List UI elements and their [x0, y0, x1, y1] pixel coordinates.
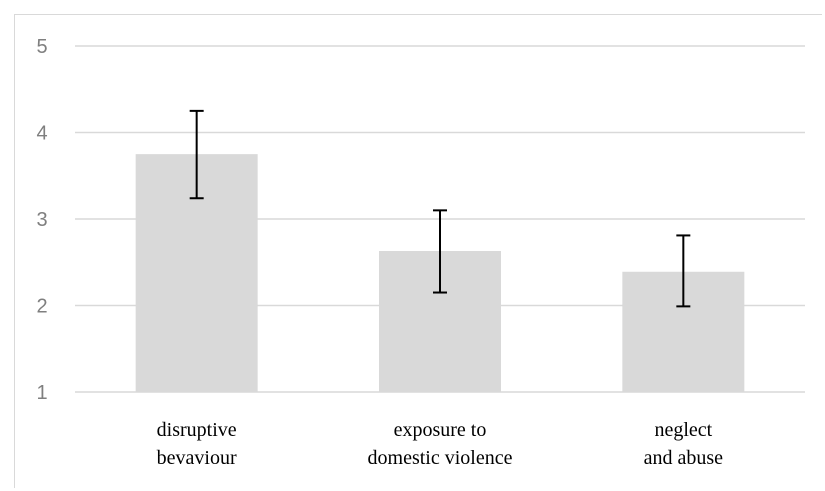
y-tick-label-1: 1 — [36, 382, 47, 404]
category-label-0: disruptive bevaviour — [157, 419, 237, 469]
y-tick-label-3: 3 — [36, 209, 47, 231]
y-tick-label-5: 5 — [36, 36, 47, 58]
y-axis-tick-labels: 1 2 3 4 5 — [36, 36, 47, 404]
error-bar-1 — [433, 209, 447, 294]
y-tick-label-2: 2 — [36, 296, 47, 318]
error-bar-2 — [676, 234, 691, 308]
category-label-2: neglect and abuse — [644, 419, 724, 469]
error-bar-0 — [189, 109, 204, 200]
x-axis-category-labels: disruptive bevaviour exposure to domestic v… — [157, 419, 723, 469]
y-tick-label-4: 4 — [36, 123, 47, 145]
error-bars — [189, 109, 691, 308]
category-label-1: exposure to domestic violence — [368, 419, 513, 469]
chart-frame — [14, 14, 822, 488]
